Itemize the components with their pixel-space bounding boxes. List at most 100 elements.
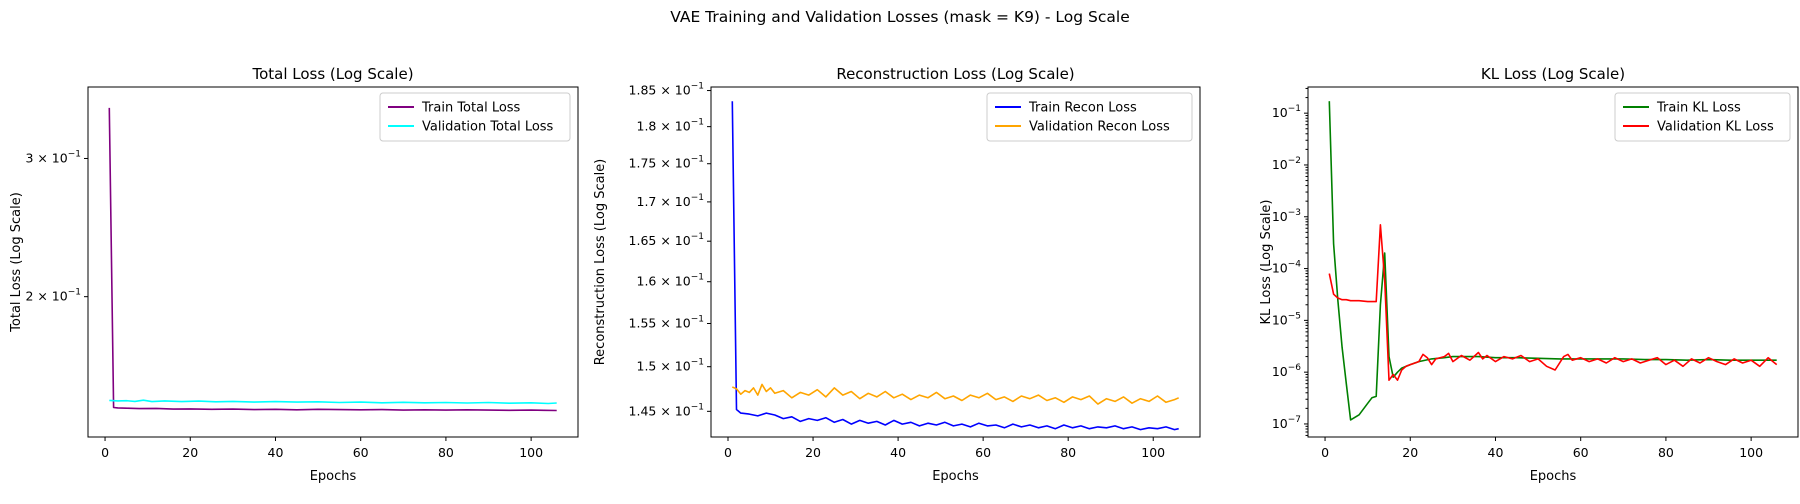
y-tick-label: 1.8 × 10−1 [637,118,705,134]
x-axis-label: Epochs [932,469,979,484]
legend-box [1614,92,1791,142]
y-tick-label: 10−7 [1272,415,1301,431]
y-tick-exponent: −1 [691,155,704,165]
x-tick-label: 40 [1488,445,1504,460]
legend-label: Train KL Loss [1656,101,1741,116]
legend-label: Validation Total Loss [422,120,554,135]
y-tick-mantissa: 10 [1272,261,1288,276]
y-tick-mantissa: 2 × 10 [25,289,67,304]
y-tick-mantissa: 1.75 × 10 [629,156,691,171]
y-tick-mantissa: 10 [1272,209,1288,224]
series-line-2 [109,399,557,405]
y-tick-exponent: −1 [68,288,81,298]
y-tick-exponent: −2 [1288,156,1301,166]
x-tick-label: 100 [519,445,543,460]
y-tick-mantissa: 10 [1272,312,1288,327]
y-tick-label: 2 × 10−1 [25,288,81,304]
y-tick-mantissa: 1.5 × 10 [637,359,691,374]
legend-label: Validation KL Loss [1657,120,1774,135]
series-line-2 [1328,224,1778,382]
y-tick-mantissa: 10 [1272,105,1288,120]
y-tick-mantissa: 10 [1272,157,1288,172]
subplot-2: Reconstruction Loss (Log Scale) Epochs Rec… [593,65,1201,484]
y-tick-mantissa: 10 [1272,364,1288,379]
y-axis-label: Reconstruction Loss (Log Scale) [593,159,608,366]
x-tick-label: 0 [1321,445,1329,460]
y-tick-exponent: −6 [1288,363,1302,373]
y-axis-label: Total Loss (Log Scale) [9,192,24,333]
axes-frame [710,86,1201,438]
y-tick-label: 10−1 [1272,104,1301,120]
legend: Train Recon Loss Validation Recon Loss [986,92,1193,142]
subplot-title: KL Loss (Log Scale) [1481,65,1625,83]
figure-title: VAE Training and Validation Losses (mask… [670,8,1129,26]
subplot-3: KL Loss (Log Scale) Epochs KL Loss (Log Sc… [1259,65,1799,484]
y-tick-label: 1.75 × 10−1 [629,155,704,171]
x-tick-label: 40 [268,445,284,460]
x-tick-label: 60 [975,445,991,460]
y-tick-exponent: −1 [691,273,704,283]
y-tick-exponent: −5 [1288,311,1301,321]
x-tick-label: 20 [1402,445,1418,460]
y-tick-exponent: −1 [691,402,704,412]
y-tick-label: 1.7 × 10−1 [637,193,705,209]
y-tick-label: 10−6 [1272,363,1301,379]
y-tick-label: 3 × 10−1 [25,149,81,165]
y-tick-label: 10−3 [1272,208,1301,224]
y-tick-exponent: −1 [691,315,704,325]
y-tick-label: 10−5 [1272,311,1301,327]
y-tick-mantissa: 1.7 × 10 [637,194,691,209]
x-tick-label: 0 [724,445,732,460]
y-tick-exponent: −1 [691,82,704,92]
y-tick-label: 1.85 × 10−1 [629,82,704,98]
x-axis-label: Epochs [310,469,357,484]
legend: Train Total Loss Validation Total Loss [379,92,571,142]
y-tick-label: 10−2 [1272,156,1301,172]
subplot-title: Total Loss (Log Scale) [251,65,413,83]
x-tick-label: 0 [101,445,109,460]
y-tick-mantissa: 1.8 × 10 [637,119,691,134]
y-tick-mantissa: 3 × 10 [25,150,67,165]
y-tick-mantissa: 10 [1272,416,1288,431]
x-tick-label: 80 [1658,445,1674,460]
y-tick-mantissa: 1.45 × 10 [629,403,691,418]
series-line-1 [108,107,557,412]
legend-box [986,92,1193,142]
y-tick-label: 1.5 × 10−1 [637,358,705,374]
y-tick-exponent: −3 [1288,208,1301,218]
legend-label: Train Total Loss [421,101,521,116]
y-tick-label: 1.65 × 10−1 [629,232,704,248]
y-tick-exponent: −1 [68,149,81,159]
x-tick-label: 60 [1573,445,1589,460]
subplot-title: Reconstruction Loss (Log Scale) [836,65,1074,83]
series-line-1 [731,101,1179,431]
x-tick-label: 20 [805,445,821,460]
y-tick-exponent: −4 [1288,260,1302,270]
y-tick-label: 1.6 × 10−1 [637,273,705,289]
y-tick-label: 1.55 × 10−1 [629,315,704,331]
subplot-1: Total Loss (Log Scale) Epochs Total Loss (… [9,65,579,484]
y-tick-exponent: −1 [691,232,704,242]
x-axis-label: Epochs [1530,469,1577,484]
series-line-2 [731,383,1180,405]
y-tick-mantissa: 1.85 × 10 [629,83,691,98]
x-tick-label: 60 [353,445,369,460]
y-tick-mantissa: 1.55 × 10 [629,316,691,331]
axes-frame [1307,86,1799,438]
y-tick-label: 1.45 × 10−1 [629,402,704,418]
legend-label: Validation Recon Loss [1029,120,1170,135]
axes-frame [87,86,579,438]
x-tick-label: 80 [1060,445,1076,460]
y-tick-exponent: −1 [691,358,704,368]
legend: Train KL Loss Validation KL Loss [1614,92,1791,142]
series-line-1 [1328,101,1777,421]
x-tick-label: 20 [182,445,198,460]
y-tick-exponent: −1 [691,118,704,128]
y-tick-label: 10−4 [1272,260,1301,276]
y-tick-exponent: −1 [691,193,704,203]
x-tick-label: 80 [438,445,454,460]
y-tick-mantissa: 1.65 × 10 [629,233,691,248]
legend-label: Train Recon Loss [1028,101,1137,116]
y-axis-label: KL Loss (Log Scale) [1259,199,1274,324]
